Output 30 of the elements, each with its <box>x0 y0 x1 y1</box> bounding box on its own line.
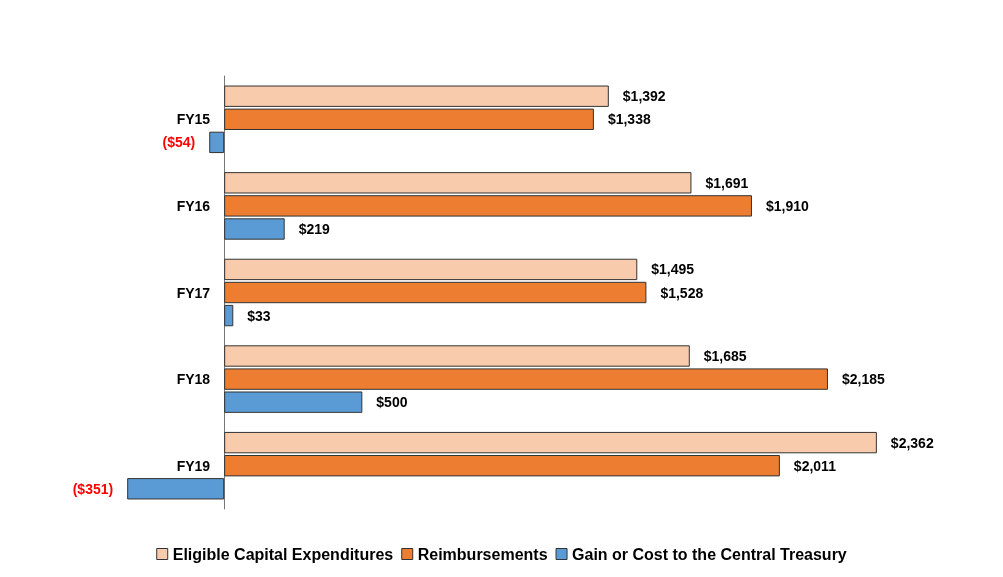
bar <box>224 455 780 477</box>
data-label: $500 <box>376 394 408 411</box>
y-tick-label: FY18 <box>176 371 211 388</box>
legend-label: Gain or Cost to the Central Treasury <box>572 545 847 563</box>
y-tick-label: FY16 <box>176 197 211 214</box>
data-label: ($54) <box>162 134 196 151</box>
data-label: $1,338 <box>607 111 651 128</box>
data-label: $1,495 <box>651 261 695 278</box>
data-label: $2,011 <box>793 457 837 474</box>
legend-label: Eligible Capital Expenditures <box>172 545 394 563</box>
data-label: ($351) <box>72 480 114 497</box>
data-label: $1,528 <box>660 284 704 301</box>
bar <box>224 304 234 327</box>
data-label: $1,691 <box>705 174 749 191</box>
y-tick-label: FY15 <box>176 111 211 128</box>
data-label: $219 <box>298 220 331 237</box>
data-label: $2,185 <box>841 371 885 388</box>
bar <box>224 258 638 281</box>
legend-label: Reimbursements <box>417 545 548 563</box>
bar <box>224 431 877 454</box>
bar <box>209 131 225 154</box>
bar <box>224 281 647 304</box>
y-tick-label: FY19 <box>176 457 211 474</box>
data-label: $1,910 <box>765 197 809 214</box>
y-tick-label: FY17 <box>176 284 211 301</box>
data-label: $33 <box>247 307 271 324</box>
bar <box>127 478 225 500</box>
data-label: $1,392 <box>622 88 666 105</box>
data-label: $2,362 <box>890 434 934 451</box>
data-label: $1,685 <box>703 348 747 365</box>
